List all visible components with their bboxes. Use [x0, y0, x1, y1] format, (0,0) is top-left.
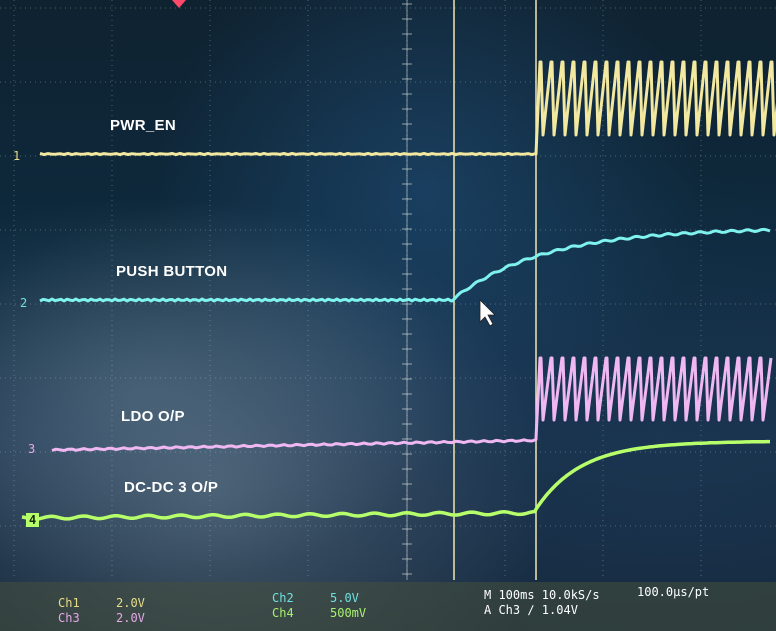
- trace-dcdc-op: [21, 439, 770, 522]
- timebase-readout: M 100ms 10.0kS/s: [484, 588, 600, 602]
- ch1-name: Ch1: [58, 596, 80, 610]
- label-ldo-op: LDO O/P: [121, 408, 185, 425]
- label-pwr-en: PWR_EN: [110, 117, 176, 134]
- ch4-marker: 4: [26, 513, 40, 527]
- trace-push-button: [39, 227, 771, 303]
- ch2-marker: 2: [20, 296, 28, 310]
- trigger-position-marker: [172, 0, 186, 8]
- ch3-name: Ch3: [58, 611, 80, 625]
- ch4-name: Ch4: [272, 606, 294, 620]
- ch4-scale: 500mV: [330, 606, 367, 620]
- resolution-readout: 100.0µs/pt: [637, 585, 710, 599]
- readout-band: [0, 582, 776, 631]
- ch3-marker: 3: [28, 442, 36, 456]
- trace-ldo-op: [51, 356, 773, 452]
- trace-pwr-en: [39, 60, 776, 157]
- ch1-scale: 2.0V: [116, 596, 145, 610]
- label-push-button: PUSH BUTTON: [116, 263, 228, 280]
- ch2-name: Ch2: [272, 591, 294, 605]
- trigger-readout: A Ch3 ∕ 1.04V: [484, 603, 578, 617]
- ch3-scale: 2.0V: [116, 611, 145, 625]
- ch1-marker: 1: [13, 149, 21, 163]
- label-dcdc-op: DC-DC 3 O/P: [124, 479, 219, 496]
- mouse-cursor-icon: [479, 299, 496, 327]
- ch2-scale: 5.0V: [330, 591, 359, 605]
